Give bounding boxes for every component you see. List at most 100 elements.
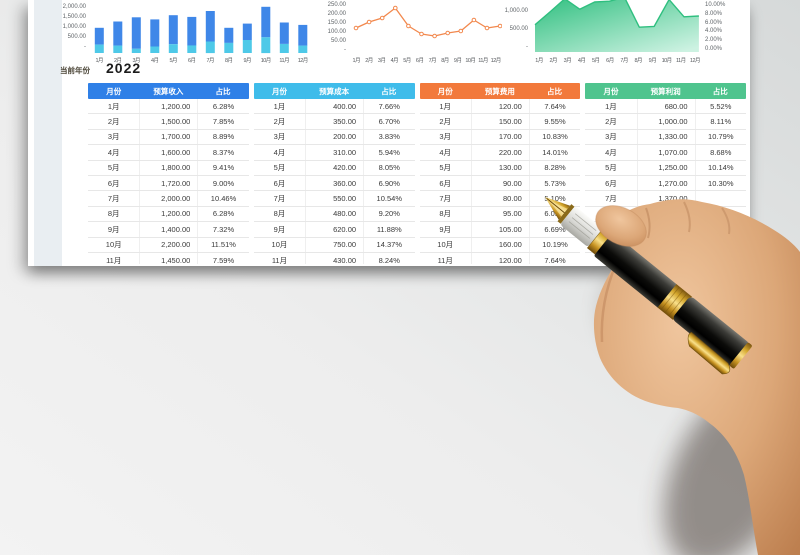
area-left-axis-labels: 1,000.00 500.00 - bbox=[498, 0, 528, 50]
pct-cell: 5.52% bbox=[694, 99, 746, 114]
month-cell: 6月 bbox=[439, 178, 452, 188]
axis-tick-label: 5月 bbox=[591, 58, 600, 64]
budget-tables: 月份 预算收入 占比 1月 1,200.00 6.28% 2月 1,500.00 7.85% 3月… bbox=[88, 83, 746, 264]
axis-tick-label: 1,000.00 bbox=[62, 24, 86, 30]
bar-x-axis-labels: 1月 2月 3月 4月 5月 6月 7月 8月 9月 10月 11月 12月 bbox=[90, 56, 312, 64]
header-cell: 预算成本 bbox=[319, 86, 350, 96]
month-cell: 9月 bbox=[107, 224, 120, 234]
value-cell: 750.00 bbox=[305, 237, 363, 252]
header-cell: 月份 bbox=[271, 86, 287, 96]
month-cell: 3月 bbox=[107, 132, 120, 142]
value-cell: 1,000.00 bbox=[636, 114, 695, 129]
pct-cell: 10.83% bbox=[528, 129, 580, 145]
axis-tick-label: 500.00 bbox=[509, 26, 528, 32]
value-cell: 80.00 bbox=[470, 191, 529, 206]
bar-y-axis-labels: 2,000.00 1,500.00 1,000.00 500.00 - bbox=[60, 0, 86, 50]
table-budget-income: 月份 预算收入 占比 1月 1,200.00 6.28% 2月 1,500.00 7.85% 3月… bbox=[88, 83, 249, 264]
pct-cell: 9.55% bbox=[528, 114, 580, 129]
pct-cell: 8.89% bbox=[197, 129, 248, 145]
table-row: 11月 430.00 8.24% bbox=[253, 252, 415, 264]
axis-tick-label: 9月 bbox=[243, 58, 252, 64]
axis-tick-label: 6月 bbox=[187, 58, 196, 64]
table-budget-cost: 月份 预算成本 占比 1月 400.00 7.66% 2月 350.00 6.70% 3月 200.… bbox=[253, 83, 415, 264]
axis-tick-label: 1月 bbox=[535, 58, 543, 64]
axis-tick-label: 12月 bbox=[490, 58, 502, 64]
month-cell: 6月 bbox=[107, 178, 120, 188]
month-cell: 10月 bbox=[271, 240, 288, 250]
area-chart: 1,000.00 500.00 - 1月 2月 3月 4月 5月 6月 7月 8月 9月 10月 11月… bbox=[498, 0, 725, 64]
table-row: 2月 350.00 6.70% bbox=[253, 114, 415, 130]
table-row: 5月 1,250.00 10.14% bbox=[585, 160, 746, 176]
pen-barrel-rear bbox=[673, 297, 750, 366]
value-cell: 200.00 bbox=[305, 129, 363, 145]
month-cell: 5月 bbox=[439, 163, 452, 173]
value-cell: 90.00 bbox=[470, 175, 529, 191]
month-cell: 4月 bbox=[107, 147, 120, 157]
hand-with-pen-photo bbox=[545, 197, 800, 555]
pct-cell: 7.64% bbox=[528, 99, 580, 114]
axis-tick-label: 500.00 bbox=[67, 34, 86, 40]
axis-tick-label: - bbox=[344, 47, 346, 53]
table-row: 5月 1,800.00 9.41% bbox=[88, 160, 249, 176]
table-row: 1月 400.00 7.66% bbox=[253, 99, 415, 115]
pct-cell: 6.05% bbox=[528, 206, 580, 222]
axis-tick-label: 9月 bbox=[648, 58, 657, 64]
month-cell: 3月 bbox=[273, 132, 286, 142]
value-cell: 2,200.00 bbox=[139, 237, 197, 252]
pct-cell: 5.94% bbox=[363, 145, 414, 160]
value-cell: 1,500.00 bbox=[139, 114, 197, 129]
axis-tick-label: 11月 bbox=[478, 58, 488, 64]
table-row: 10月 2,200.00 11.51% bbox=[88, 237, 249, 253]
axis-tick-label: 10月 bbox=[260, 58, 272, 64]
axis-tick-label: 150.00 bbox=[327, 20, 346, 26]
pct-cell: 5.73% bbox=[528, 175, 580, 191]
axis-tick-label: 5月 bbox=[403, 58, 411, 64]
axis-tick-label: 50.00 bbox=[330, 38, 346, 44]
pct-cell: 3.83% bbox=[363, 129, 414, 145]
axis-tick-label: 2,000.00 bbox=[62, 4, 86, 10]
month-cell: 8月 bbox=[439, 209, 452, 219]
table-header: 月份 预算费用 占比 bbox=[419, 83, 581, 99]
finger-crease bbox=[645, 207, 651, 239]
header-cell: 预算收入 bbox=[153, 86, 184, 96]
table-row: 1月 1,200.00 6.28% bbox=[88, 99, 249, 115]
month-cell: 7月 bbox=[107, 194, 120, 204]
axis-tick-label: 7月 bbox=[206, 58, 215, 64]
month-cell: 4月 bbox=[605, 147, 617, 157]
table-row: 3月 170.00 10.83% bbox=[419, 129, 581, 146]
month-cell: 5月 bbox=[605, 163, 617, 173]
table-row: 4月 1,070.00 8.68% bbox=[585, 145, 746, 161]
sheet-left-stripe bbox=[34, 0, 62, 266]
line-y-axis-labels: 250.00 200.00 150.00 100.00 50.00 - bbox=[320, 0, 346, 53]
table-row: 7月 2,000.00 10.46% bbox=[88, 191, 249, 207]
pct-cell: 8.68% bbox=[694, 145, 746, 160]
month-cell: 10月 bbox=[437, 240, 454, 250]
value-cell: 1,250.00 bbox=[636, 160, 695, 175]
table-row: 2月 150.00 9.55% bbox=[419, 114, 581, 130]
value-cell: 350.00 bbox=[305, 114, 363, 129]
axis-tick-label: 2月 bbox=[365, 58, 373, 64]
table-row: 1月 680.00 5.52% bbox=[585, 99, 746, 115]
month-cell: 11月 bbox=[437, 255, 453, 264]
pct-cell: 10.79% bbox=[694, 129, 746, 145]
month-cell: 2月 bbox=[273, 117, 286, 127]
table-row: 3月 1,700.00 8.89% bbox=[88, 129, 249, 146]
axis-tick-label: 250.00 bbox=[327, 2, 346, 8]
current-year-value: 2022 bbox=[106, 60, 142, 76]
axis-tick-label: 2月 bbox=[113, 58, 122, 64]
month-cell: 4月 bbox=[439, 147, 452, 157]
month-cell: 7月 bbox=[439, 194, 452, 204]
value-cell: 420.00 bbox=[305, 160, 363, 175]
finger-crease bbox=[683, 201, 691, 233]
area-right-axis-labels: 10.00% 8.00% 6.00% 4.00% 2.00% 0.00% bbox=[705, 0, 725, 52]
value-cell: 130.00 bbox=[470, 160, 529, 175]
axis-tick-label: 0.00% bbox=[705, 45, 723, 52]
month-cell: 8月 bbox=[107, 209, 120, 219]
table-row: 4月 1,600.00 8.37% bbox=[88, 145, 249, 161]
header-cell: 月份 bbox=[106, 86, 122, 96]
month-cell: 5月 bbox=[107, 163, 120, 173]
table-row: 7月 550.00 10.54% bbox=[253, 191, 415, 207]
axis-tick-label: 1月 bbox=[352, 58, 361, 64]
current-year-label: 当前年份 bbox=[60, 66, 90, 75]
value-cell: 150.00 bbox=[470, 114, 529, 129]
